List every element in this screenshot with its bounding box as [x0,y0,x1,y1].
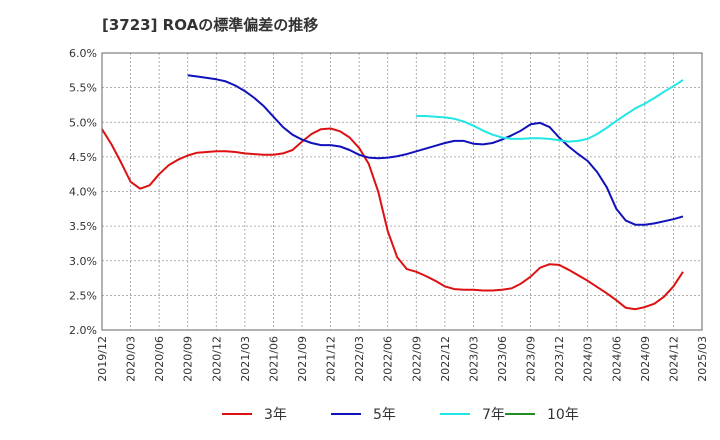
x-tick-label: 2023/06 [496,336,509,382]
y-tick-label: 3.5% [69,220,97,233]
legend-label: 7年 [482,407,505,423]
y-tick-label: 4.0% [69,186,97,199]
x-tick-label: 2019/12 [96,336,109,382]
x-tick-label: 2020/06 [153,336,166,382]
x-tick-label: 2022/09 [410,336,423,382]
x-tick-label: 2024/06 [610,336,623,382]
x-tick-label: 2025/03 [696,336,709,382]
x-tick-label: 2021/12 [325,336,338,382]
series-line-2 [416,79,684,143]
plot-frame [101,52,703,331]
x-tick-label: 2020/12 [210,336,223,382]
series-lines [101,74,684,311]
x-tick-label: 2024/12 [667,336,680,382]
x-tick-label: 2024/03 [582,336,595,382]
y-tick-label: 6.0% [69,47,97,60]
x-tick-label: 2021/03 [239,336,252,382]
x-tick-label: 2022/03 [353,336,366,382]
y-tick-label: 5.5% [69,82,97,95]
x-tick-label: 2022/06 [382,336,395,382]
x-tick-label: 2023/12 [553,336,566,382]
chart-title: [3723] ROAの標準偏差の推移 [102,16,318,34]
x-tick-label: 2021/06 [267,336,280,382]
y-tick-label: 4.5% [69,151,97,164]
y-tick-label: 2.5% [69,289,97,302]
series-line-1 [187,74,684,226]
x-tick-label: 2024/09 [639,336,652,382]
series-line-0 [101,127,684,311]
y-tick-label: 5.0% [69,116,97,129]
grid [101,52,703,331]
y-tick-label: 2.0% [69,324,97,337]
legend-label: 10年 [547,407,579,423]
legend-label: 5年 [373,407,396,423]
x-tick-label: 2022/12 [439,336,452,382]
x-axis-ticks: 2019/12 2020/03 2020/06 2020/09 2020/12 2021/… [96,336,709,382]
x-tick-label: 2020/03 [125,336,138,382]
x-tick-label: 2021/09 [296,336,309,382]
y-tick-label: 3.0% [69,255,97,268]
x-tick-label: 2023/03 [467,336,480,382]
y-axis-ticks: 2.0% 2.5% 3.0% 3.5% 4.0% 4.5% 5.0% 5.5% 6.0% [69,47,97,337]
legend: 3年 5年 7年 10年 [222,407,579,423]
x-tick-label: 2020/09 [182,336,195,382]
x-tick-label: 2023/09 [525,336,538,382]
legend-label: 3年 [264,407,287,423]
